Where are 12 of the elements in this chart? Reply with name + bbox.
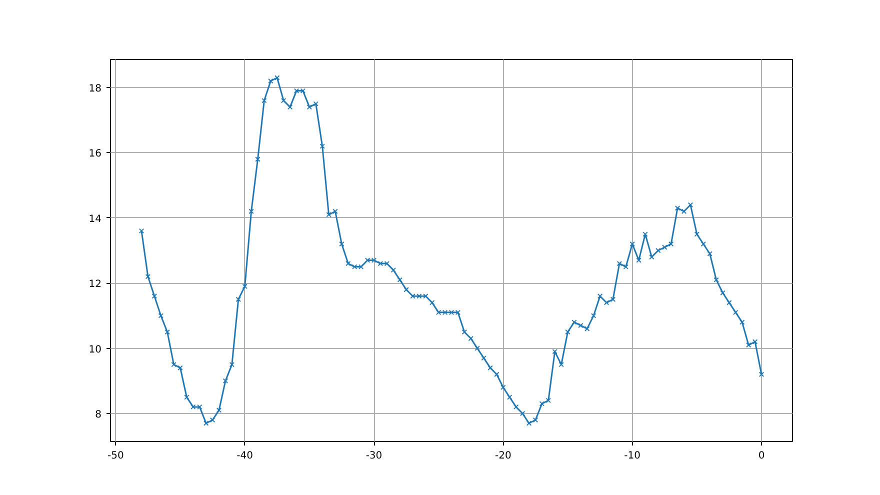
x-tick-label: -20 (495, 450, 512, 462)
y-tick-label: 12 (88, 279, 102, 290)
x-tick-label: -30 (366, 450, 382, 462)
x-tick-label: -50 (108, 450, 124, 462)
y-tick-label: 14 (88, 214, 102, 225)
y-tick-label: 16 (88, 148, 102, 160)
x-tick-label: 0 (758, 450, 765, 462)
y-tick-label: 10 (88, 344, 102, 356)
x-tick-label: -10 (624, 450, 641, 462)
x-tick-label: -40 (236, 450, 254, 462)
y-tick-label: 18 (88, 84, 102, 95)
y-tick-label: 8 (95, 409, 102, 420)
